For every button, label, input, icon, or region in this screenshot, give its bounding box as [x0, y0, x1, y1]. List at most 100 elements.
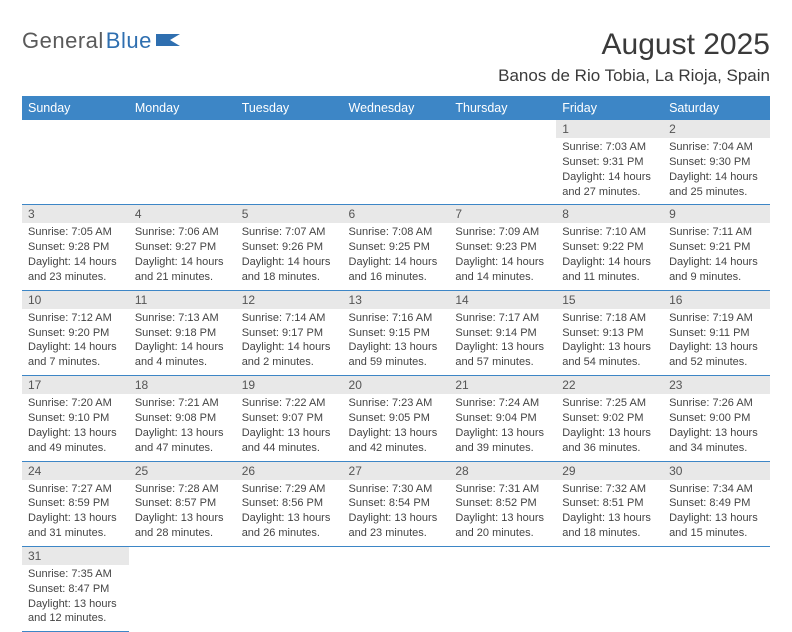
day-number: 7	[449, 205, 556, 224]
daylight-text: Daylight: 14 hours	[135, 340, 230, 355]
weekday-header: Thursday	[449, 96, 556, 120]
sunset-text: Sunset: 9:30 PM	[669, 155, 764, 170]
daylight-text: Daylight: 14 hours	[28, 340, 123, 355]
daylight-text: Daylight: 13 hours	[455, 340, 550, 355]
day-number-row: 24252627282930	[22, 461, 770, 480]
logo-flag-icon	[156, 32, 182, 48]
day-number: 19	[236, 376, 343, 395]
day-cell	[663, 565, 770, 632]
day-cell: Sunrise: 7:27 AMSunset: 8:59 PMDaylight:…	[22, 480, 129, 547]
day-content-row: Sunrise: 7:03 AMSunset: 9:31 PMDaylight:…	[22, 138, 770, 205]
sunrise-text: Sunrise: 7:35 AM	[28, 567, 123, 582]
day-number: 2	[663, 120, 770, 138]
daylight-text: Daylight: 13 hours	[562, 340, 657, 355]
day-content-row: Sunrise: 7:35 AMSunset: 8:47 PMDaylight:…	[22, 565, 770, 632]
sunrise-text: Sunrise: 7:18 AM	[562, 311, 657, 326]
daylight-text: Daylight: 13 hours	[349, 426, 444, 441]
sunset-text: Sunset: 9:26 PM	[242, 240, 337, 255]
day-number	[236, 120, 343, 138]
daylight-text: and 27 minutes.	[562, 185, 657, 200]
daylight-text: Daylight: 13 hours	[455, 511, 550, 526]
daylight-text: Daylight: 13 hours	[28, 597, 123, 612]
daylight-text: and 52 minutes.	[669, 355, 764, 370]
sunrise-text: Sunrise: 7:08 AM	[349, 225, 444, 240]
sunrise-text: Sunrise: 7:21 AM	[135, 396, 230, 411]
day-cell: Sunrise: 7:25 AMSunset: 9:02 PMDaylight:…	[556, 394, 663, 461]
day-number: 4	[129, 205, 236, 224]
daylight-text: Daylight: 13 hours	[562, 426, 657, 441]
logo-text-2: Blue	[106, 28, 152, 54]
day-cell	[343, 138, 450, 205]
sunset-text: Sunset: 9:21 PM	[669, 240, 764, 255]
sunrise-text: Sunrise: 7:17 AM	[455, 311, 550, 326]
sunrise-text: Sunrise: 7:19 AM	[669, 311, 764, 326]
day-number-row: 17181920212223	[22, 376, 770, 395]
sunset-text: Sunset: 9:27 PM	[135, 240, 230, 255]
sunrise-text: Sunrise: 7:30 AM	[349, 482, 444, 497]
day-cell: Sunrise: 7:12 AMSunset: 9:20 PMDaylight:…	[22, 309, 129, 376]
sunset-text: Sunset: 9:13 PM	[562, 326, 657, 341]
day-cell	[449, 138, 556, 205]
day-number: 14	[449, 290, 556, 309]
sunrise-text: Sunrise: 7:12 AM	[28, 311, 123, 326]
sunset-text: Sunset: 9:28 PM	[28, 240, 123, 255]
day-cell: Sunrise: 7:26 AMSunset: 9:00 PMDaylight:…	[663, 394, 770, 461]
daylight-text: Daylight: 13 hours	[669, 340, 764, 355]
daylight-text: Daylight: 13 hours	[242, 511, 337, 526]
day-cell: Sunrise: 7:11 AMSunset: 9:21 PMDaylight:…	[663, 223, 770, 290]
daylight-text: and 57 minutes.	[455, 355, 550, 370]
sunrise-text: Sunrise: 7:09 AM	[455, 225, 550, 240]
daylight-text: and 54 minutes.	[562, 355, 657, 370]
sunrise-text: Sunrise: 7:05 AM	[28, 225, 123, 240]
day-number: 6	[343, 205, 450, 224]
daylight-text: and 49 minutes.	[28, 441, 123, 456]
sunrise-text: Sunrise: 7:20 AM	[28, 396, 123, 411]
daylight-text: Daylight: 14 hours	[562, 255, 657, 270]
day-cell: Sunrise: 7:34 AMSunset: 8:49 PMDaylight:…	[663, 480, 770, 547]
day-number: 9	[663, 205, 770, 224]
sunset-text: Sunset: 8:54 PM	[349, 496, 444, 511]
day-number	[129, 546, 236, 565]
sunset-text: Sunset: 8:49 PM	[669, 496, 764, 511]
daylight-text: Daylight: 13 hours	[669, 511, 764, 526]
sunrise-text: Sunrise: 7:11 AM	[669, 225, 764, 240]
day-number: 29	[556, 461, 663, 480]
day-number	[343, 546, 450, 565]
title-block: August 2025 Banos de Rio Tobia, La Rioja…	[498, 28, 770, 86]
sunset-text: Sunset: 9:20 PM	[28, 326, 123, 341]
day-cell: Sunrise: 7:06 AMSunset: 9:27 PMDaylight:…	[129, 223, 236, 290]
daylight-text: Daylight: 13 hours	[135, 426, 230, 441]
day-number-row: 3456789	[22, 205, 770, 224]
day-number	[663, 546, 770, 565]
day-number: 3	[22, 205, 129, 224]
day-number-row: 31	[22, 546, 770, 565]
day-cell	[449, 565, 556, 632]
day-number-row: 10111213141516	[22, 290, 770, 309]
daylight-text: and 7 minutes.	[28, 355, 123, 370]
sunset-text: Sunset: 9:10 PM	[28, 411, 123, 426]
sunset-text: Sunset: 9:02 PM	[562, 411, 657, 426]
sunrise-text: Sunrise: 7:25 AM	[562, 396, 657, 411]
daylight-text: and 31 minutes.	[28, 526, 123, 541]
sunset-text: Sunset: 9:14 PM	[455, 326, 550, 341]
day-number: 28	[449, 461, 556, 480]
sunrise-text: Sunrise: 7:28 AM	[135, 482, 230, 497]
day-cell: Sunrise: 7:32 AMSunset: 8:51 PMDaylight:…	[556, 480, 663, 547]
day-number: 11	[129, 290, 236, 309]
sunset-text: Sunset: 8:59 PM	[28, 496, 123, 511]
day-number: 30	[663, 461, 770, 480]
sunrise-text: Sunrise: 7:29 AM	[242, 482, 337, 497]
sunrise-text: Sunrise: 7:10 AM	[562, 225, 657, 240]
day-cell	[236, 138, 343, 205]
day-number: 13	[343, 290, 450, 309]
daylight-text: and 15 minutes.	[669, 526, 764, 541]
daylight-text: Daylight: 13 hours	[242, 426, 337, 441]
sunrise-text: Sunrise: 7:03 AM	[562, 140, 657, 155]
daylight-text: and 9 minutes.	[669, 270, 764, 285]
day-number	[449, 120, 556, 138]
day-cell	[556, 565, 663, 632]
sunrise-text: Sunrise: 7:07 AM	[242, 225, 337, 240]
daylight-text: and 11 minutes.	[562, 270, 657, 285]
day-cell: Sunrise: 7:29 AMSunset: 8:56 PMDaylight:…	[236, 480, 343, 547]
month-title: August 2025	[498, 28, 770, 62]
